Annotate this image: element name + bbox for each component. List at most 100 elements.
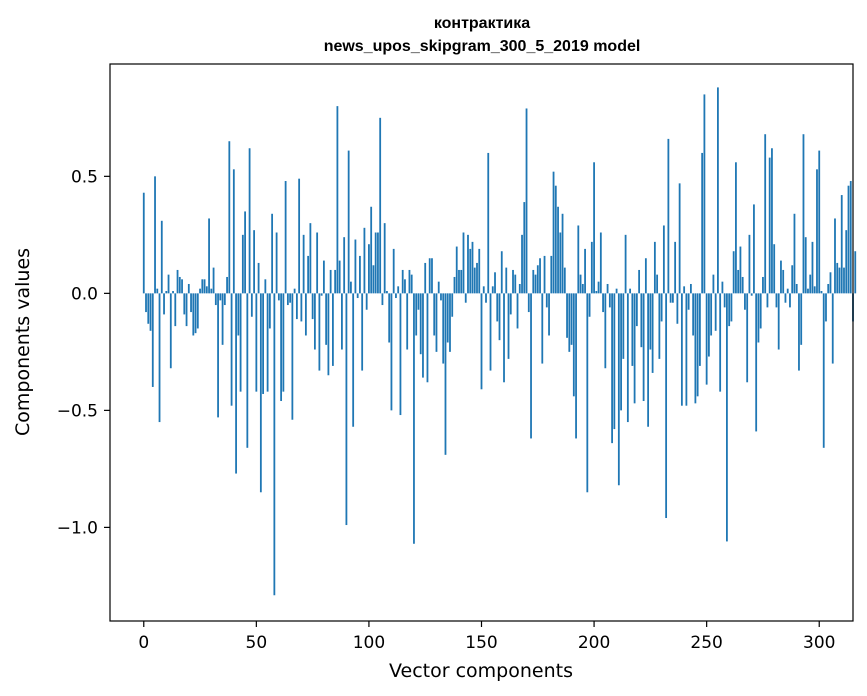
- bar: [291, 293, 294, 420]
- bar: [541, 293, 544, 364]
- bar: [442, 293, 445, 364]
- bar: [593, 162, 595, 294]
- bar: [205, 286, 208, 294]
- bar: [199, 288, 201, 294]
- bar: [818, 150, 821, 294]
- bar: [313, 293, 316, 350]
- bar: [300, 293, 303, 322]
- bar: [325, 293, 328, 345]
- bar: [485, 293, 487, 303]
- bar: [536, 265, 539, 294]
- bar: [791, 265, 794, 294]
- x-tick-label: 0: [138, 633, 149, 653]
- bar: [232, 169, 235, 294]
- bar: [257, 262, 260, 294]
- bar: [676, 293, 679, 324]
- bar: [753, 204, 755, 294]
- bar: [568, 293, 571, 352]
- bar: [530, 293, 532, 439]
- x-tick-label: 250: [690, 633, 722, 653]
- bar: [228, 141, 231, 294]
- bar: [309, 223, 312, 294]
- bar: [649, 293, 652, 350]
- bar: [415, 293, 418, 336]
- bar: [737, 269, 740, 294]
- bar: [757, 293, 760, 343]
- bar: [230, 293, 233, 406]
- bar: [386, 291, 388, 294]
- bars-group: [142, 87, 857, 596]
- bar: [647, 293, 650, 427]
- bar: [714, 293, 717, 331]
- bar: [514, 274, 517, 294]
- bar: [462, 232, 465, 294]
- plot-frame: [109, 63, 854, 622]
- bar: [838, 267, 841, 294]
- bar: [624, 234, 627, 294]
- bar: [521, 234, 523, 294]
- bar: [476, 262, 478, 294]
- bar: [804, 237, 807, 294]
- bar: [509, 293, 512, 315]
- bar: [741, 276, 744, 294]
- bar: [843, 267, 845, 294]
- bar: [505, 267, 508, 294]
- bar: [404, 279, 406, 294]
- bar: [811, 241, 814, 294]
- bar: [419, 293, 422, 355]
- bar: [392, 248, 395, 294]
- bar: [451, 293, 454, 317]
- bar: [183, 293, 186, 315]
- bar: [271, 213, 274, 294]
- chart-subtitle: news_upos_skipgram_300_5_2019 model: [324, 38, 641, 55]
- bar: [631, 293, 634, 366]
- bar: [599, 232, 602, 294]
- bar: [239, 293, 242, 392]
- bar: [762, 276, 764, 294]
- bar: [178, 276, 181, 294]
- y-tick-label: −0.5: [57, 401, 98, 421]
- bar: [473, 267, 476, 294]
- bar: [332, 293, 334, 366]
- bar: [726, 293, 728, 542]
- bar: [683, 286, 686, 294]
- bar: [518, 283, 521, 294]
- bar: [644, 258, 647, 294]
- bar: [820, 291, 823, 294]
- bar: [255, 293, 258, 392]
- bar: [658, 293, 661, 359]
- bar: [525, 108, 528, 294]
- bar: [379, 117, 382, 294]
- bar: [304, 293, 307, 336]
- bar: [163, 293, 165, 315]
- bar: [784, 293, 787, 303]
- bar: [341, 293, 343, 350]
- bar: [487, 152, 490, 294]
- bar: [241, 234, 244, 294]
- bar: [712, 274, 715, 294]
- x-tick-label: 150: [465, 633, 497, 653]
- y-tick-label: 0.5: [71, 167, 98, 187]
- bar: [557, 206, 559, 294]
- bar: [516, 293, 519, 329]
- bar: [165, 291, 168, 294]
- bar: [383, 223, 386, 294]
- bar: [500, 251, 503, 294]
- bar: [656, 274, 659, 294]
- bar: [237, 293, 240, 336]
- x-axis-ticks: 0 50 100 150 200 250 300: [138, 621, 835, 653]
- bar: [554, 185, 557, 294]
- bar: [458, 269, 460, 294]
- bar: [680, 293, 683, 406]
- bar: [435, 293, 438, 352]
- x-tick-label: 200: [578, 633, 610, 653]
- bar: [602, 293, 604, 313]
- bar: [293, 288, 296, 294]
- bar: [307, 255, 310, 294]
- bar: [417, 293, 420, 310]
- bar: [626, 293, 629, 423]
- bar: [692, 293, 695, 336]
- bar: [433, 293, 436, 336]
- bar: [259, 293, 262, 493]
- bar: [426, 293, 429, 383]
